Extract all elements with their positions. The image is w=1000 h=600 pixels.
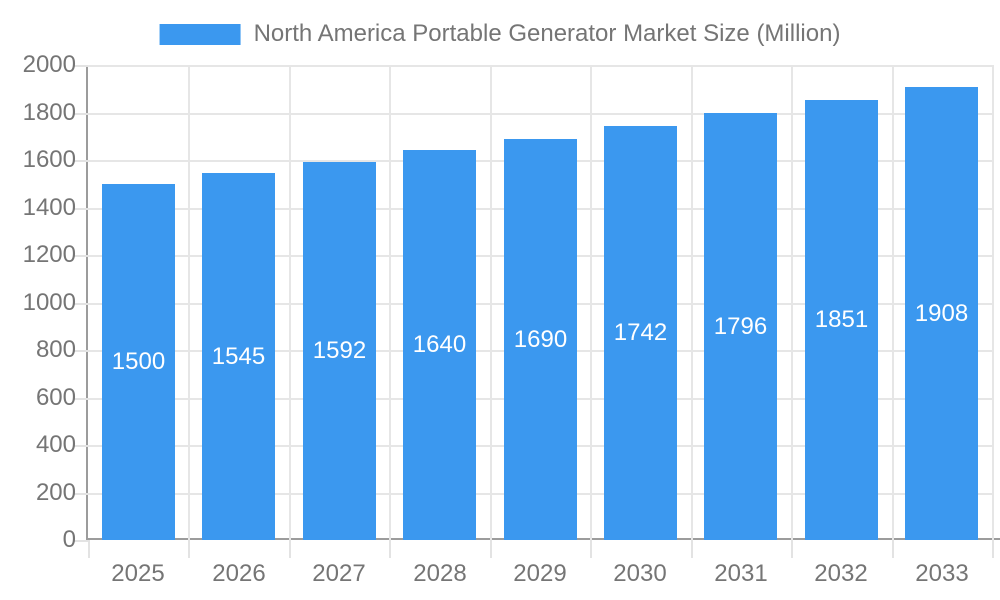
bar-value-label: 1500 (111, 348, 166, 375)
bar[interactable]: 1908 (905, 87, 978, 540)
bar-value-label: 1690 (513, 325, 568, 353)
y-axis-tick (73, 398, 88, 400)
y-axis-tick (73, 540, 88, 542)
y-axis-label: 200 (35, 479, 76, 506)
y-axis-label: 800 (35, 336, 76, 363)
bar-value-label: 1851 (814, 306, 869, 333)
x-axis-tick (490, 540, 492, 558)
y-axis-tick (73, 113, 88, 115)
y-axis-label: 0 (62, 526, 76, 553)
y-axis-label: 1000 (22, 289, 76, 316)
x-axis-label: 2032 (814, 560, 868, 587)
y-axis-tick (73, 445, 88, 447)
x-axis-tick (590, 540, 592, 558)
x-axis-label: 2028 (413, 560, 467, 587)
h-gridline (88, 65, 992, 67)
chart-legend[interactable]: North America Portable Generator Market … (159, 20, 841, 48)
x-axis-tick (791, 540, 793, 558)
x-axis-tick (88, 540, 90, 558)
y-axis-tick (73, 208, 88, 210)
bar[interactable]: 1640 (403, 150, 476, 540)
plot-area: 0 200 400 600 800 1000 1200 1400 1600 1800 2000 150… (23, 53, 1000, 586)
v-gridline (992, 65, 994, 540)
y-axis-label: 400 (35, 431, 76, 458)
bar-value-label: 1545 (211, 342, 266, 370)
bar[interactable]: 1742 (604, 126, 677, 540)
x-axis-tick (188, 540, 190, 558)
y-axis-tick (73, 493, 88, 495)
y-axis-label: 1600 (22, 146, 76, 173)
x-axis-label: 2029 (513, 560, 567, 587)
y-axis-tick (73, 160, 88, 162)
bar-value-label: 1640 (412, 331, 467, 358)
h-gridline (88, 113, 992, 115)
v-gridline (590, 65, 592, 540)
x-axis-tick (289, 540, 291, 558)
bar[interactable]: 1592 (303, 162, 376, 540)
legend-label: North America Portable Generator Market … (253, 20, 841, 47)
v-gridline (791, 65, 793, 540)
v-gridline (289, 65, 291, 540)
y-axis-line (86, 65, 88, 540)
v-gridline (389, 65, 391, 540)
bar[interactable]: 1690 (504, 139, 577, 540)
y-axis-label: 2000 (22, 51, 76, 78)
bar-value-label: 1796 (713, 312, 768, 340)
x-axis-label: 2033 (915, 560, 969, 587)
y-axis-tick (73, 350, 88, 352)
y-axis-label: 1200 (22, 241, 76, 268)
bar[interactable]: 1796 (704, 113, 777, 540)
x-axis-label: 2030 (613, 560, 667, 587)
v-gridline (892, 65, 894, 540)
y-axis-label: 1800 (22, 99, 76, 126)
bar-value-label: 1592 (312, 337, 367, 364)
v-gridline (691, 65, 693, 540)
x-axis-tick (992, 540, 994, 558)
bar-value-label: 1908 (914, 299, 969, 327)
x-axis-label: 2026 (212, 560, 266, 587)
y-axis-tick (73, 255, 88, 257)
y-axis-tick (73, 65, 88, 67)
x-axis-tick (691, 540, 693, 558)
y-axis-tick (73, 303, 88, 305)
bar[interactable]: 1500 (102, 184, 175, 540)
bar[interactable]: 1851 (805, 100, 878, 540)
x-axis-tick (389, 540, 391, 558)
y-axis-label: 600 (35, 384, 76, 411)
v-gridline (188, 65, 190, 540)
x-axis-label: 2027 (312, 560, 366, 587)
y-axis-label: 1400 (22, 194, 76, 221)
bar[interactable]: 1545 (202, 173, 275, 540)
bar-value-label: 1742 (613, 319, 668, 346)
legend-swatch (159, 23, 241, 45)
v-gridline (490, 65, 492, 540)
x-axis-label: 2031 (714, 560, 768, 587)
x-axis-tick (892, 540, 894, 558)
x-axis-label: 2025 (111, 560, 165, 587)
